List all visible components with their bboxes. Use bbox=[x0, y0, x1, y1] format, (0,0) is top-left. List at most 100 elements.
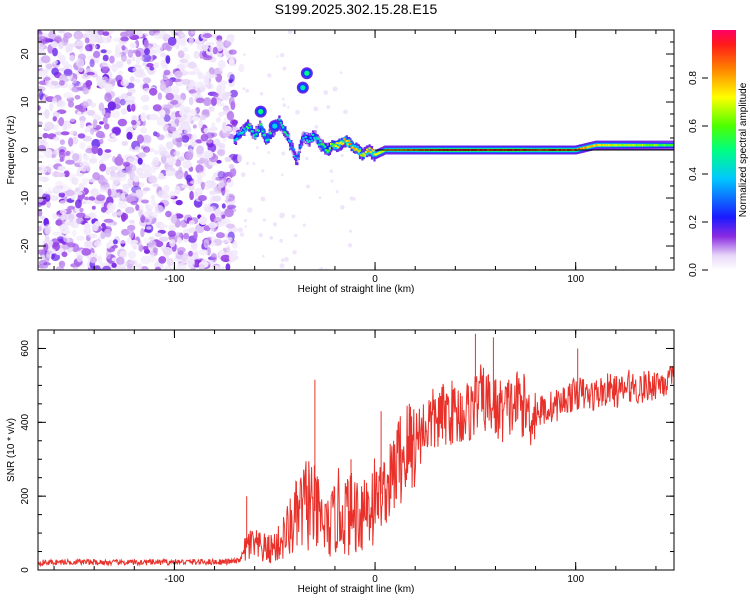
noise-speckle bbox=[142, 62, 147, 66]
noise-speckle bbox=[102, 31, 110, 36]
figure-title: S199.2025.302.15.28.E15 bbox=[275, 1, 438, 17]
noise-speckle bbox=[59, 139, 65, 145]
noise-speckle bbox=[117, 169, 127, 178]
noise-speckle bbox=[202, 55, 213, 61]
track-cell bbox=[343, 138, 346, 140]
track-cell bbox=[662, 144, 665, 147]
track-cell bbox=[663, 144, 666, 147]
noise-speckle bbox=[44, 109, 50, 119]
noise-speckle bbox=[149, 113, 159, 121]
track-cell bbox=[237, 135, 240, 139]
track-cell bbox=[324, 145, 327, 148]
track-cell bbox=[314, 130, 317, 137]
track-cell bbox=[327, 149, 330, 152]
noise-speckle bbox=[121, 53, 127, 63]
track-cell bbox=[310, 135, 313, 140]
track-cell bbox=[307, 141, 310, 144]
noise-speckle bbox=[72, 78, 77, 84]
noise-speckle bbox=[262, 254, 265, 258]
noise-speckle bbox=[228, 96, 235, 106]
noise-speckle bbox=[191, 133, 198, 140]
noise-speckle bbox=[69, 54, 75, 62]
noise-speckle bbox=[133, 175, 140, 183]
noise-speckle bbox=[211, 122, 216, 130]
noise-speckle bbox=[229, 167, 237, 177]
noise-speckle bbox=[281, 151, 286, 156]
noise-speckle bbox=[115, 189, 124, 194]
noise-speckle bbox=[126, 131, 133, 140]
noise-speckle bbox=[45, 194, 51, 202]
track-cell bbox=[281, 126, 285, 129]
noise-speckle bbox=[279, 212, 285, 218]
track-cell bbox=[320, 144, 323, 148]
noise-speckle bbox=[98, 102, 105, 112]
y-tick-label: 10 bbox=[20, 96, 31, 108]
noise-speckle bbox=[159, 224, 168, 229]
track-cell bbox=[338, 142, 341, 145]
track-cell bbox=[295, 155, 298, 157]
noise-speckle bbox=[168, 224, 176, 232]
track-cell bbox=[253, 134, 256, 137]
noise-speckle bbox=[207, 128, 216, 132]
noise-speckle bbox=[126, 263, 133, 270]
noise-speckle bbox=[120, 93, 128, 100]
noise-speckle bbox=[135, 189, 144, 196]
noise-speckle bbox=[140, 94, 150, 102]
track-cell bbox=[295, 158, 298, 162]
track-cell bbox=[259, 123, 262, 126]
track-cell bbox=[296, 155, 299, 159]
noise-speckle bbox=[99, 163, 107, 172]
noise-speckle bbox=[170, 111, 176, 121]
noise-speckle bbox=[90, 253, 98, 259]
noise-speckle bbox=[211, 175, 216, 182]
noise-speckle bbox=[158, 256, 167, 264]
spectral-blob bbox=[304, 70, 310, 76]
noise-speckle bbox=[203, 150, 214, 159]
noise-speckle bbox=[213, 222, 223, 227]
noise-speckle bbox=[89, 38, 97, 45]
noise-speckle bbox=[111, 63, 118, 72]
noise-speckle bbox=[142, 134, 152, 144]
noise-speckle bbox=[148, 169, 154, 174]
x-tick-label: -100 bbox=[164, 574, 184, 585]
track-cell bbox=[658, 144, 661, 147]
track-cell bbox=[316, 137, 319, 140]
track-cell bbox=[248, 123, 251, 126]
track-cell bbox=[348, 139, 351, 142]
noise-speckle bbox=[130, 200, 138, 206]
noise-speckle bbox=[179, 104, 186, 111]
noise-speckle bbox=[153, 150, 161, 155]
noise-speckle bbox=[81, 177, 89, 184]
noise-speckle bbox=[260, 196, 266, 202]
track-cell bbox=[380, 150, 383, 153]
noise-speckle bbox=[135, 56, 140, 65]
noise-speckle bbox=[57, 165, 66, 172]
track-cell bbox=[242, 124, 245, 132]
track-cell bbox=[298, 147, 301, 150]
track-cell bbox=[244, 127, 247, 131]
track-cell bbox=[262, 134, 265, 137]
noise-speckle bbox=[85, 200, 94, 205]
noise-speckle bbox=[190, 30, 196, 34]
track-cell bbox=[342, 137, 345, 143]
noise-speckle bbox=[226, 204, 237, 209]
noise-speckle bbox=[111, 133, 116, 138]
noise-speckle bbox=[159, 82, 167, 92]
track-cell bbox=[664, 144, 667, 147]
track-cell bbox=[312, 136, 315, 142]
noise-speckle bbox=[55, 158, 61, 164]
noise-speckle bbox=[109, 55, 115, 64]
track-cell bbox=[301, 139, 304, 142]
noise-speckle bbox=[44, 234, 50, 243]
track-cell bbox=[286, 137, 289, 142]
noise-speckle bbox=[175, 199, 183, 206]
track-cell bbox=[579, 147, 582, 150]
noise-speckle bbox=[111, 203, 117, 210]
track-cell bbox=[608, 144, 611, 147]
noise-speckle bbox=[183, 232, 190, 240]
noise-speckle bbox=[38, 174, 43, 181]
noise-speckle bbox=[65, 150, 71, 156]
track-cell bbox=[383, 149, 386, 152]
noise-speckle bbox=[131, 56, 136, 62]
track-cell bbox=[665, 144, 669, 147]
